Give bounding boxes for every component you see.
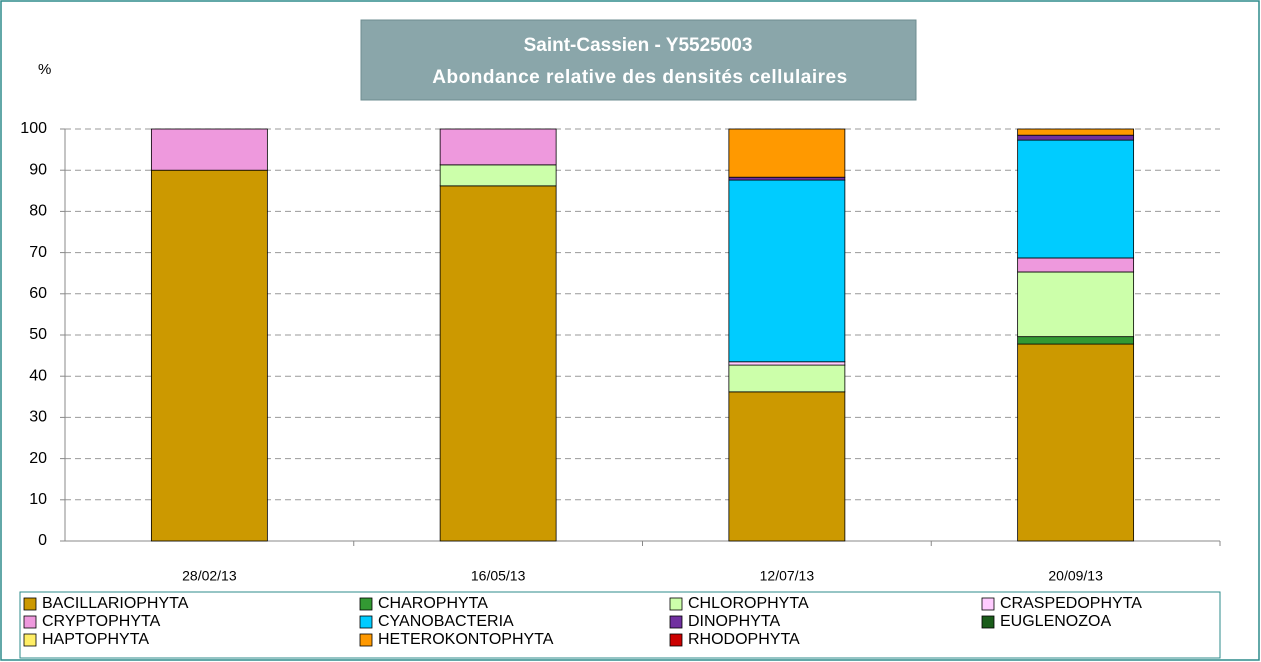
y-tick-label: 60 — [29, 285, 47, 302]
bar-segment — [728, 176, 846, 181]
bar-segment — [1017, 271, 1135, 338]
y-tick-label: 10 — [29, 491, 47, 508]
legend-label: RHODOPHYTA — [688, 631, 800, 648]
bar-segment — [728, 361, 846, 366]
chart-title: Saint-Cassien - Y5525003 — [524, 35, 753, 56]
chart-subtitle: Abondance relative des densités cellulai… — [432, 67, 847, 88]
y-tick-label: 40 — [29, 367, 47, 384]
legend-swatch — [669, 597, 683, 611]
legend-swatch — [359, 597, 373, 611]
bar-segment — [150, 169, 268, 542]
bar-segment — [728, 128, 846, 178]
legend-label: CRYPTOPHYTA — [42, 613, 161, 630]
legend-swatch — [981, 597, 995, 611]
y-tick-label: 80 — [29, 203, 47, 220]
bar-segment — [1017, 343, 1135, 542]
bar-segment — [728, 179, 846, 363]
x-tick-label: 28/02/13 — [182, 568, 237, 584]
legend-swatch — [359, 615, 373, 629]
bar-segment — [439, 164, 557, 187]
legend-label: CHLOROPHYTA — [688, 595, 809, 612]
legend-label: CYANOBACTERIA — [378, 613, 514, 630]
y-tick-label: 90 — [29, 161, 47, 178]
x-tick-label: 20/09/13 — [1048, 568, 1103, 584]
legend-swatch — [23, 615, 37, 629]
bar-segment — [1017, 257, 1135, 273]
legend-swatch — [981, 615, 995, 629]
legend-swatch — [23, 597, 37, 611]
title-box — [360, 19, 917, 101]
legend-swatch — [669, 633, 683, 647]
legend-label: CRASPEDOPHYTA — [1000, 595, 1142, 612]
legend-swatch — [23, 633, 37, 647]
legend-label: DINOPHYTA — [688, 613, 780, 630]
x-tick-label: 12/07/13 — [760, 568, 815, 584]
y-tick-label: 20 — [29, 450, 47, 467]
y-tick-label: 30 — [29, 409, 47, 426]
legend-label: CHAROPHYTA — [378, 595, 488, 612]
y-tick-label: 0 — [38, 532, 47, 549]
legend-label: EUGLENOZOA — [1000, 613, 1111, 630]
bar-segment — [439, 185, 557, 542]
y-tick-label: 70 — [29, 244, 47, 261]
bar-segment — [1017, 128, 1135, 136]
bar-segment — [1017, 336, 1135, 345]
bar-segment — [1017, 134, 1135, 141]
y-tick-label: 50 — [29, 326, 47, 343]
legend-swatch — [669, 615, 683, 629]
legend-box — [19, 591, 1221, 659]
legend-label: HETEROKONTOPHYTA — [378, 631, 554, 648]
bar-segment — [439, 128, 557, 166]
x-tick-label: 16/05/13 — [471, 568, 526, 584]
y-tick-label: 100 — [20, 120, 47, 137]
legend-label: HAPTOPHYTA — [42, 631, 149, 648]
bar-segment — [728, 391, 846, 542]
bar-segment — [150, 128, 268, 171]
bar-segment — [1017, 139, 1135, 259]
legend-swatch — [359, 633, 373, 647]
y-axis-label: % — [38, 61, 51, 78]
bar-segment — [728, 364, 846, 393]
legend-label: BACILLARIOPHYTA — [42, 595, 189, 612]
